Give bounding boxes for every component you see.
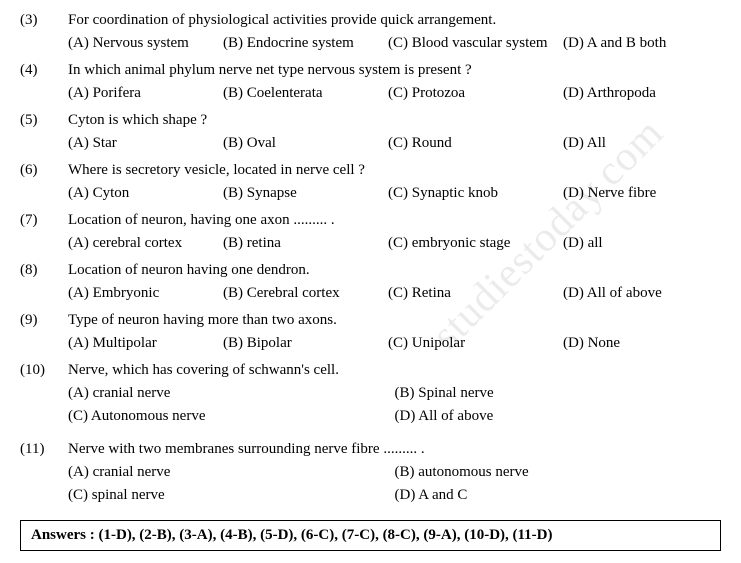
- questions-list: (3)For coordination of physiological act…: [20, 12, 721, 510]
- question-options: (A) Cyton(B) Synapse(C) Synaptic knob(D)…: [68, 185, 721, 202]
- option: (D) all: [563, 235, 721, 252]
- question-options: (A) cranial nerve(B) autonomous nerve(C)…: [68, 464, 721, 510]
- question-text: Nerve with two membranes surrounding ner…: [68, 441, 721, 458]
- question: (10)Nerve, which has covering of schwann…: [20, 362, 721, 431]
- option: (A) Star: [68, 135, 223, 152]
- question-options: (A) Nervous system(B) Endocrine system(C…: [68, 35, 721, 52]
- question-options: (A) Porifera(B) Coelenterata(C) Protozoa…: [68, 85, 721, 102]
- question: (5)Cyton is which shape ? (A) Star(B) Ova…: [20, 112, 721, 152]
- question-options: (A) Star(B) Oval(C) Round(D) All: [68, 135, 721, 152]
- option: (A) Porifera: [68, 85, 223, 102]
- option: (C) Blood vascular system: [388, 35, 563, 52]
- option: (C) Unipolar: [388, 335, 563, 352]
- question-number: (3): [20, 12, 68, 29]
- option: (B) Spinal nerve: [395, 385, 722, 402]
- question-text: In which animal phylum nerve net type ne…: [68, 62, 721, 79]
- option: (B) Oval: [223, 135, 388, 152]
- option: (A) cerebral cortex: [68, 235, 223, 252]
- question-number: (6): [20, 162, 68, 179]
- question: (7)Location of neuron, having one axon .…: [20, 212, 721, 252]
- question-number: (5): [20, 112, 68, 129]
- option: (C) spinal nerve: [68, 487, 395, 504]
- option: (B) Endocrine system: [223, 35, 388, 52]
- question-text: Type of neuron having more than two axon…: [68, 312, 721, 329]
- question-options: (A) Embryonic(B) Cerebral cortex(C) Reti…: [68, 285, 721, 302]
- question-number: (8): [20, 262, 68, 279]
- option: (D) Arthropoda: [563, 85, 721, 102]
- option: (A) Embryonic: [68, 285, 223, 302]
- question: (6)Where is secretory vesicle, located i…: [20, 162, 721, 202]
- option: (D) All of above: [563, 285, 721, 302]
- question-number: (7): [20, 212, 68, 229]
- option: (B) Coelenterata: [223, 85, 388, 102]
- question-text: Location of neuron having one dendron.: [68, 262, 721, 279]
- option: (D) A and B both: [563, 35, 721, 52]
- option: (B) autonomous nerve: [395, 464, 722, 481]
- option: (A) cranial nerve: [68, 464, 395, 481]
- option: (D) Nerve fibre: [563, 185, 721, 202]
- option: (C) Retina: [388, 285, 563, 302]
- question: (4)In which animal phylum nerve net type…: [20, 62, 721, 102]
- option: (D) A and C: [395, 487, 722, 504]
- question-options: (A) cranial nerve(B) Spinal nerve(C) Aut…: [68, 385, 721, 431]
- question-number: (10): [20, 362, 68, 379]
- option: (B) retina: [223, 235, 388, 252]
- question-number: (4): [20, 62, 68, 79]
- option: (D) None: [563, 335, 721, 352]
- option: (C) embryonic stage: [388, 235, 563, 252]
- question: (11)Nerve with two membranes surrounding…: [20, 441, 721, 510]
- question-text: Where is secretory vesicle, located in n…: [68, 162, 721, 179]
- option: (A) Cyton: [68, 185, 223, 202]
- question: (3)For coordination of physiological act…: [20, 12, 721, 52]
- question-number: (9): [20, 312, 68, 329]
- question: (8)Location of neuron having one dendron…: [20, 262, 721, 302]
- question-text: Cyton is which shape ?: [68, 112, 721, 129]
- option: (B) Synapse: [223, 185, 388, 202]
- question-text: Nerve, which has covering of schwann's c…: [68, 362, 721, 379]
- question-number: (11): [20, 441, 68, 458]
- option: (D) All: [563, 135, 721, 152]
- option: (C) Protozoa: [388, 85, 563, 102]
- option: (A) Nervous system: [68, 35, 223, 52]
- option: (C) Autonomous nerve: [68, 408, 395, 425]
- option: (D) All of above: [395, 408, 722, 425]
- option: (B) Bipolar: [223, 335, 388, 352]
- option: (A) Multipolar: [68, 335, 223, 352]
- option: (C) Round: [388, 135, 563, 152]
- option: (C) Synaptic knob: [388, 185, 563, 202]
- question-options: (A) cerebral cortex(B) retina(C) embryon…: [68, 235, 721, 252]
- option: (A) cranial nerve: [68, 385, 395, 402]
- question-text: Location of neuron, having one axon ....…: [68, 212, 721, 229]
- option: (B) Cerebral cortex: [223, 285, 388, 302]
- answers-box: Answers : (1-D), (2-B), (3-A), (4-B), (5…: [20, 520, 721, 551]
- question-text: For coordination of physiological activi…: [68, 12, 721, 29]
- question-options: (A) Multipolar(B) Bipolar(C) Unipolar(D)…: [68, 335, 721, 352]
- question: (9)Type of neuron having more than two a…: [20, 312, 721, 352]
